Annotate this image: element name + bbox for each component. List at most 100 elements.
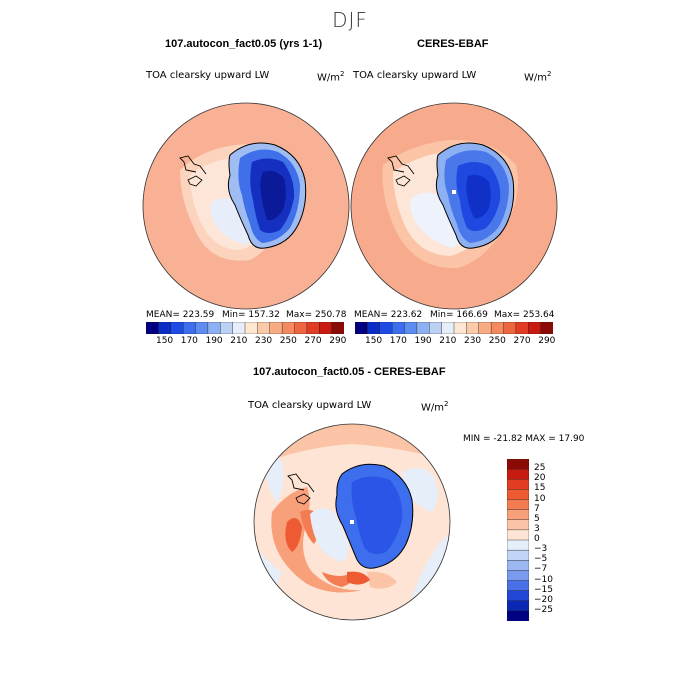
colorbar-tick-label: 3: [534, 523, 540, 534]
colorbar-swatch: [507, 560, 529, 571]
colorbar-swatch: [490, 322, 505, 334]
diff-map: [253, 423, 451, 621]
colorbar-swatch: [306, 322, 320, 334]
colorbar-swatch: [466, 322, 480, 334]
panel2-min: Min= 166.69: [430, 310, 488, 320]
colorbar-swatch: [244, 322, 258, 334]
colorbar-tick-label: 150: [364, 336, 383, 346]
colorbar-tick-label: 250: [279, 336, 297, 346]
colorbar-tick-label: −3: [534, 544, 548, 555]
colorbar-swatch: [507, 570, 529, 582]
colorbar-tick-label: 170: [180, 336, 198, 346]
diff-colorbar: [507, 459, 529, 621]
colorbar-tick-label: −10: [534, 574, 553, 585]
colorbar-swatch: [379, 322, 393, 334]
colorbar-swatch: [507, 519, 529, 531]
colorbar-swatch: [429, 322, 443, 334]
panel1-variable: TOA clearsky upward LW: [146, 70, 270, 81]
panel1-units: W/m2: [317, 70, 345, 84]
colorbar-tick-label: 20: [534, 473, 546, 484]
colorbar-tick-label: −5: [534, 554, 548, 565]
diff-variable: TOA clearsky upward LW: [248, 400, 372, 411]
colorbar-tick-label: 0: [534, 534, 540, 544]
colorbar-swatch: [507, 539, 529, 551]
colorbar-tick-label: 230: [254, 336, 273, 346]
colorbar-swatch: [170, 322, 184, 334]
panel1-map: [142, 102, 350, 310]
colorbar-swatch: [441, 322, 455, 334]
colorbar-swatch: [232, 322, 246, 334]
colorbar-tick-label: −25: [534, 604, 553, 615]
colorbar-swatch: [453, 322, 467, 334]
colorbar-swatch: [146, 322, 159, 334]
colorbar-swatch: [416, 322, 430, 334]
panel2-variable: TOA clearsky upward LW: [353, 70, 477, 81]
colorbar-tick-label: 25: [534, 463, 546, 474]
diff-title: 107.autocon_fact0.05 - CERES-EBAF: [253, 366, 446, 378]
colorbar-swatch: [281, 322, 296, 334]
colorbar-tick-label: 270: [513, 336, 531, 346]
colorbar-tick-label: 150: [155, 336, 174, 346]
colorbar-tick-label: 7: [534, 503, 540, 514]
colorbar-swatch: [507, 600, 529, 612]
colorbar-tick-label: 15: [534, 483, 546, 494]
colorbar-swatch: [158, 322, 172, 334]
colorbar-swatch: [540, 322, 553, 334]
colorbar-tick-label: 190: [205, 336, 223, 346]
colorbar-swatch: [507, 509, 529, 521]
colorbar-swatch: [294, 322, 308, 334]
panel1-min: Min= 157.32: [222, 310, 280, 320]
colorbar-swatch: [207, 322, 221, 334]
diff-colorbar-labels: 25 20 15 10 7 5 3 0 −3 −5 −7 −10 −15 −20 −25: [534, 459, 574, 621]
colorbar-tick-label: −7: [534, 564, 548, 575]
diff-units: W/m2: [421, 400, 449, 414]
colorbar-swatch: [220, 322, 234, 334]
colorbar-swatch: [507, 580, 529, 592]
colorbar-swatch: [391, 322, 406, 334]
colorbar-swatch: [355, 322, 368, 334]
panel2-title: CERES-EBAF: [417, 38, 489, 50]
colorbar-swatch: [404, 322, 418, 334]
panel1-colorbar: [146, 322, 344, 334]
colorbar-tick-label: −15: [534, 584, 553, 595]
colorbar-tick-label: 210: [439, 336, 457, 346]
colorbar-tick-label: 10: [534, 493, 546, 504]
panel2-map: [350, 102, 558, 310]
colorbar-swatch: [319, 322, 333, 334]
panel2-colorbar-labels: 150 170 190 210 230 250 270 290: [355, 336, 555, 348]
panel1-max: Max= 250.78: [286, 310, 347, 320]
colorbar-swatch: [515, 322, 529, 334]
colorbar-swatch: [507, 529, 529, 541]
colorbar-swatch: [507, 459, 529, 470]
colorbar-swatch: [195, 322, 209, 334]
season-title: DJF: [332, 8, 368, 32]
colorbar-tick-label: 190: [414, 336, 432, 346]
colorbar-tick-label: 270: [304, 336, 322, 346]
colorbar-swatch: [257, 322, 271, 334]
colorbar-swatch: [507, 549, 529, 561]
colorbar-tick-label: 230: [463, 336, 482, 346]
panel1-mean: MEAN= 223.59: [146, 310, 215, 320]
panel2-mean: MEAN= 223.62: [354, 310, 423, 320]
panel1-title: 107.autocon_fact0.05 (yrs 1-1): [165, 38, 323, 50]
colorbar-swatch: [528, 322, 542, 334]
colorbar-swatch: [507, 590, 529, 602]
panel2-colorbar: [355, 322, 553, 334]
colorbar-swatch: [507, 479, 529, 490]
colorbar-tick-label: 290: [538, 336, 556, 346]
colorbar-tick-label: 170: [389, 336, 407, 346]
colorbar-tick-label: −20: [534, 594, 553, 605]
colorbar-swatch: [507, 610, 529, 621]
colorbar-swatch: [507, 468, 529, 480]
panel2-units: W/m2: [524, 70, 552, 84]
colorbar-tick-label: 290: [329, 336, 347, 346]
panel1-colorbar-labels: 150 170 190 210 230 250 270 290: [146, 336, 346, 348]
diff-minmax: MIN = -21.82 MAX = 17.90: [463, 434, 585, 444]
colorbar-swatch: [507, 489, 529, 501]
colorbar-swatch: [478, 322, 492, 334]
colorbar-swatch: [367, 322, 381, 334]
colorbar-swatch: [503, 322, 517, 334]
panel2-max: Max= 253.64: [494, 310, 555, 320]
colorbar-tick-label: 5: [534, 513, 540, 524]
colorbar-tick-label: 210: [230, 336, 248, 346]
